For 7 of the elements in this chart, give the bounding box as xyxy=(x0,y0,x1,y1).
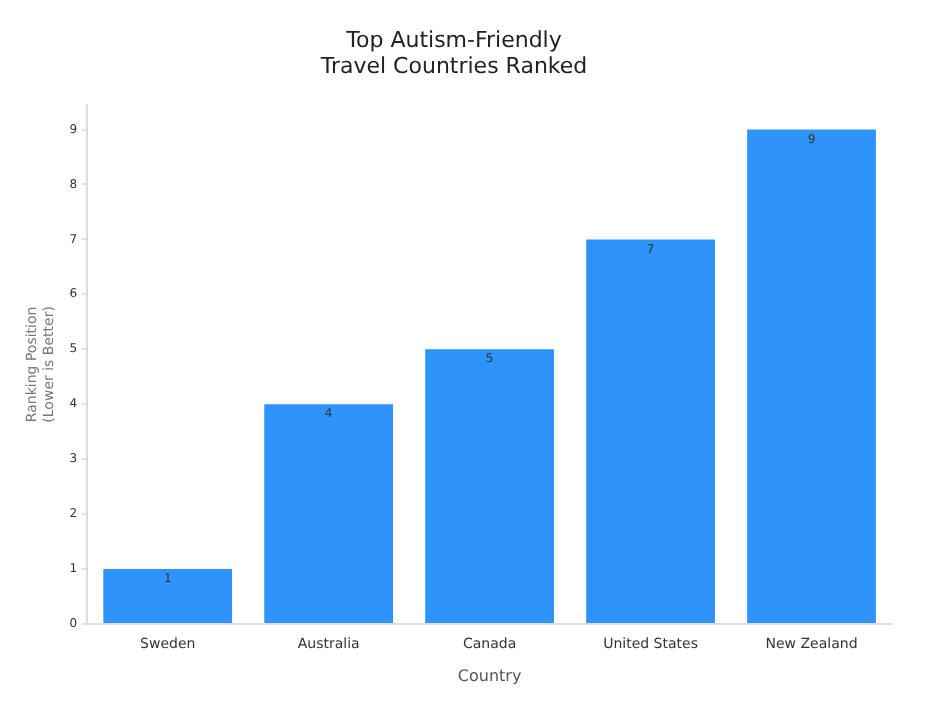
bar xyxy=(747,129,876,623)
bar xyxy=(264,404,394,623)
bar xyxy=(103,569,233,623)
bar xyxy=(425,349,554,623)
chart-title: Top Autism-Friendly Travel Countries Ranked xyxy=(318,26,588,80)
x-axis-title: Country xyxy=(457,666,522,685)
bar xyxy=(586,239,715,623)
